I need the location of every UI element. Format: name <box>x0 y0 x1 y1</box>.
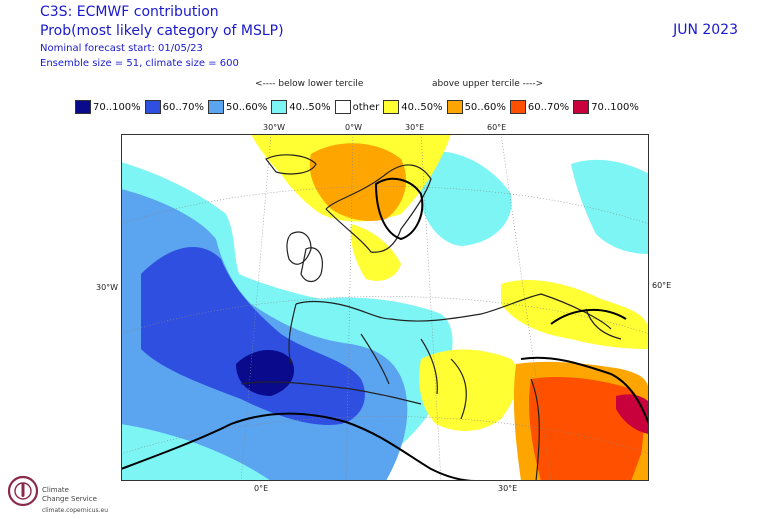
lon-label-left: 30°W <box>96 283 119 292</box>
legend-label: 50..60% <box>464 101 506 113</box>
prob-region-below-60-70 <box>141 247 365 425</box>
legend-item: 70..100% <box>573 100 639 114</box>
graticule <box>120 133 650 482</box>
prob-region-below-70-100 <box>236 349 295 396</box>
ensemble-size-label: Ensemble size = 51, climate size = 600 <box>40 58 239 69</box>
lon-label-bottom: 30°E <box>498 484 518 493</box>
lon-label-top: 30°E <box>405 123 425 132</box>
forecast-start-label: Nominal forecast start: 01/05/23 <box>40 43 203 54</box>
prob-region-below-40-50 <box>571 159 649 254</box>
legend-label: 70..100% <box>93 101 141 113</box>
above-tercile-label: above upper tercile ----> <box>432 79 544 89</box>
copernicus-logo: Climate Change Service climate.copernicu… <box>6 470 136 516</box>
map-border <box>121 134 649 481</box>
legend-swatch <box>383 100 400 114</box>
logo-line2: Change Service <box>42 495 97 503</box>
logo-url: climate.copernicus.eu <box>42 507 109 514</box>
lon-label-top: 0°W <box>345 123 362 132</box>
legend-swatch <box>573 100 590 114</box>
legend-swatch <box>271 100 288 114</box>
legend-item: 50..60% <box>446 100 506 114</box>
legend-label: 40..50% <box>289 101 331 113</box>
prob-region-above-60-70 <box>529 377 644 481</box>
lon-label-right: 60°E <box>652 281 672 290</box>
legend-item: 50..60% <box>207 100 268 114</box>
forecast-month: JUN 2023 <box>673 22 738 38</box>
chart-subtitle: Prob(most likely category of MSLP) <box>40 23 284 39</box>
lon-label-bottom: 0°E <box>254 484 269 493</box>
legend-label: 60..70% <box>527 101 570 113</box>
legend-swatch <box>75 100 91 114</box>
legend-label: 70..100% <box>591 101 639 113</box>
prob-region-above-40-50 <box>419 349 519 431</box>
legend-swatch <box>509 100 526 114</box>
chart-title: C3S: ECMWF contribution <box>40 4 219 20</box>
map-canvas <box>120 133 650 482</box>
lon-label-top: 60°E <box>487 123 507 132</box>
prob-region-below-40-50 <box>421 151 512 246</box>
legend-label: 50..60% <box>225 101 268 113</box>
prob-region-above-40-50 <box>501 279 649 349</box>
logo-line1: Climate <box>42 486 69 494</box>
prob-region-above-50-60 <box>309 143 406 221</box>
legend-item: other <box>334 100 380 114</box>
copernicus-logo-icon <box>7 475 39 507</box>
lon-label-top: 30°W <box>263 123 286 132</box>
legend-swatch <box>334 100 351 114</box>
legend-item: 60..70% <box>509 100 570 114</box>
color-legend: 70..100% 60..70% 50..60% 40..50% other 40..50… <box>75 98 643 116</box>
legend-label: 60..70% <box>162 101 204 113</box>
legend-swatch <box>144 100 161 114</box>
legend-label: other <box>352 101 380 113</box>
legend-swatch <box>446 100 463 114</box>
legend-label: 40..50% <box>401 101 443 113</box>
below-tercile-label: <---- below lower tercile <box>255 79 364 89</box>
legend-item: 70..100% <box>75 100 141 114</box>
legend-item: 40..50% <box>383 100 443 114</box>
legend-item: 40..50% <box>271 100 331 114</box>
significance-contours <box>120 177 650 482</box>
legend-swatch <box>207 100 224 114</box>
probability-map <box>120 133 650 482</box>
legend-item: 60..70% <box>144 100 204 114</box>
